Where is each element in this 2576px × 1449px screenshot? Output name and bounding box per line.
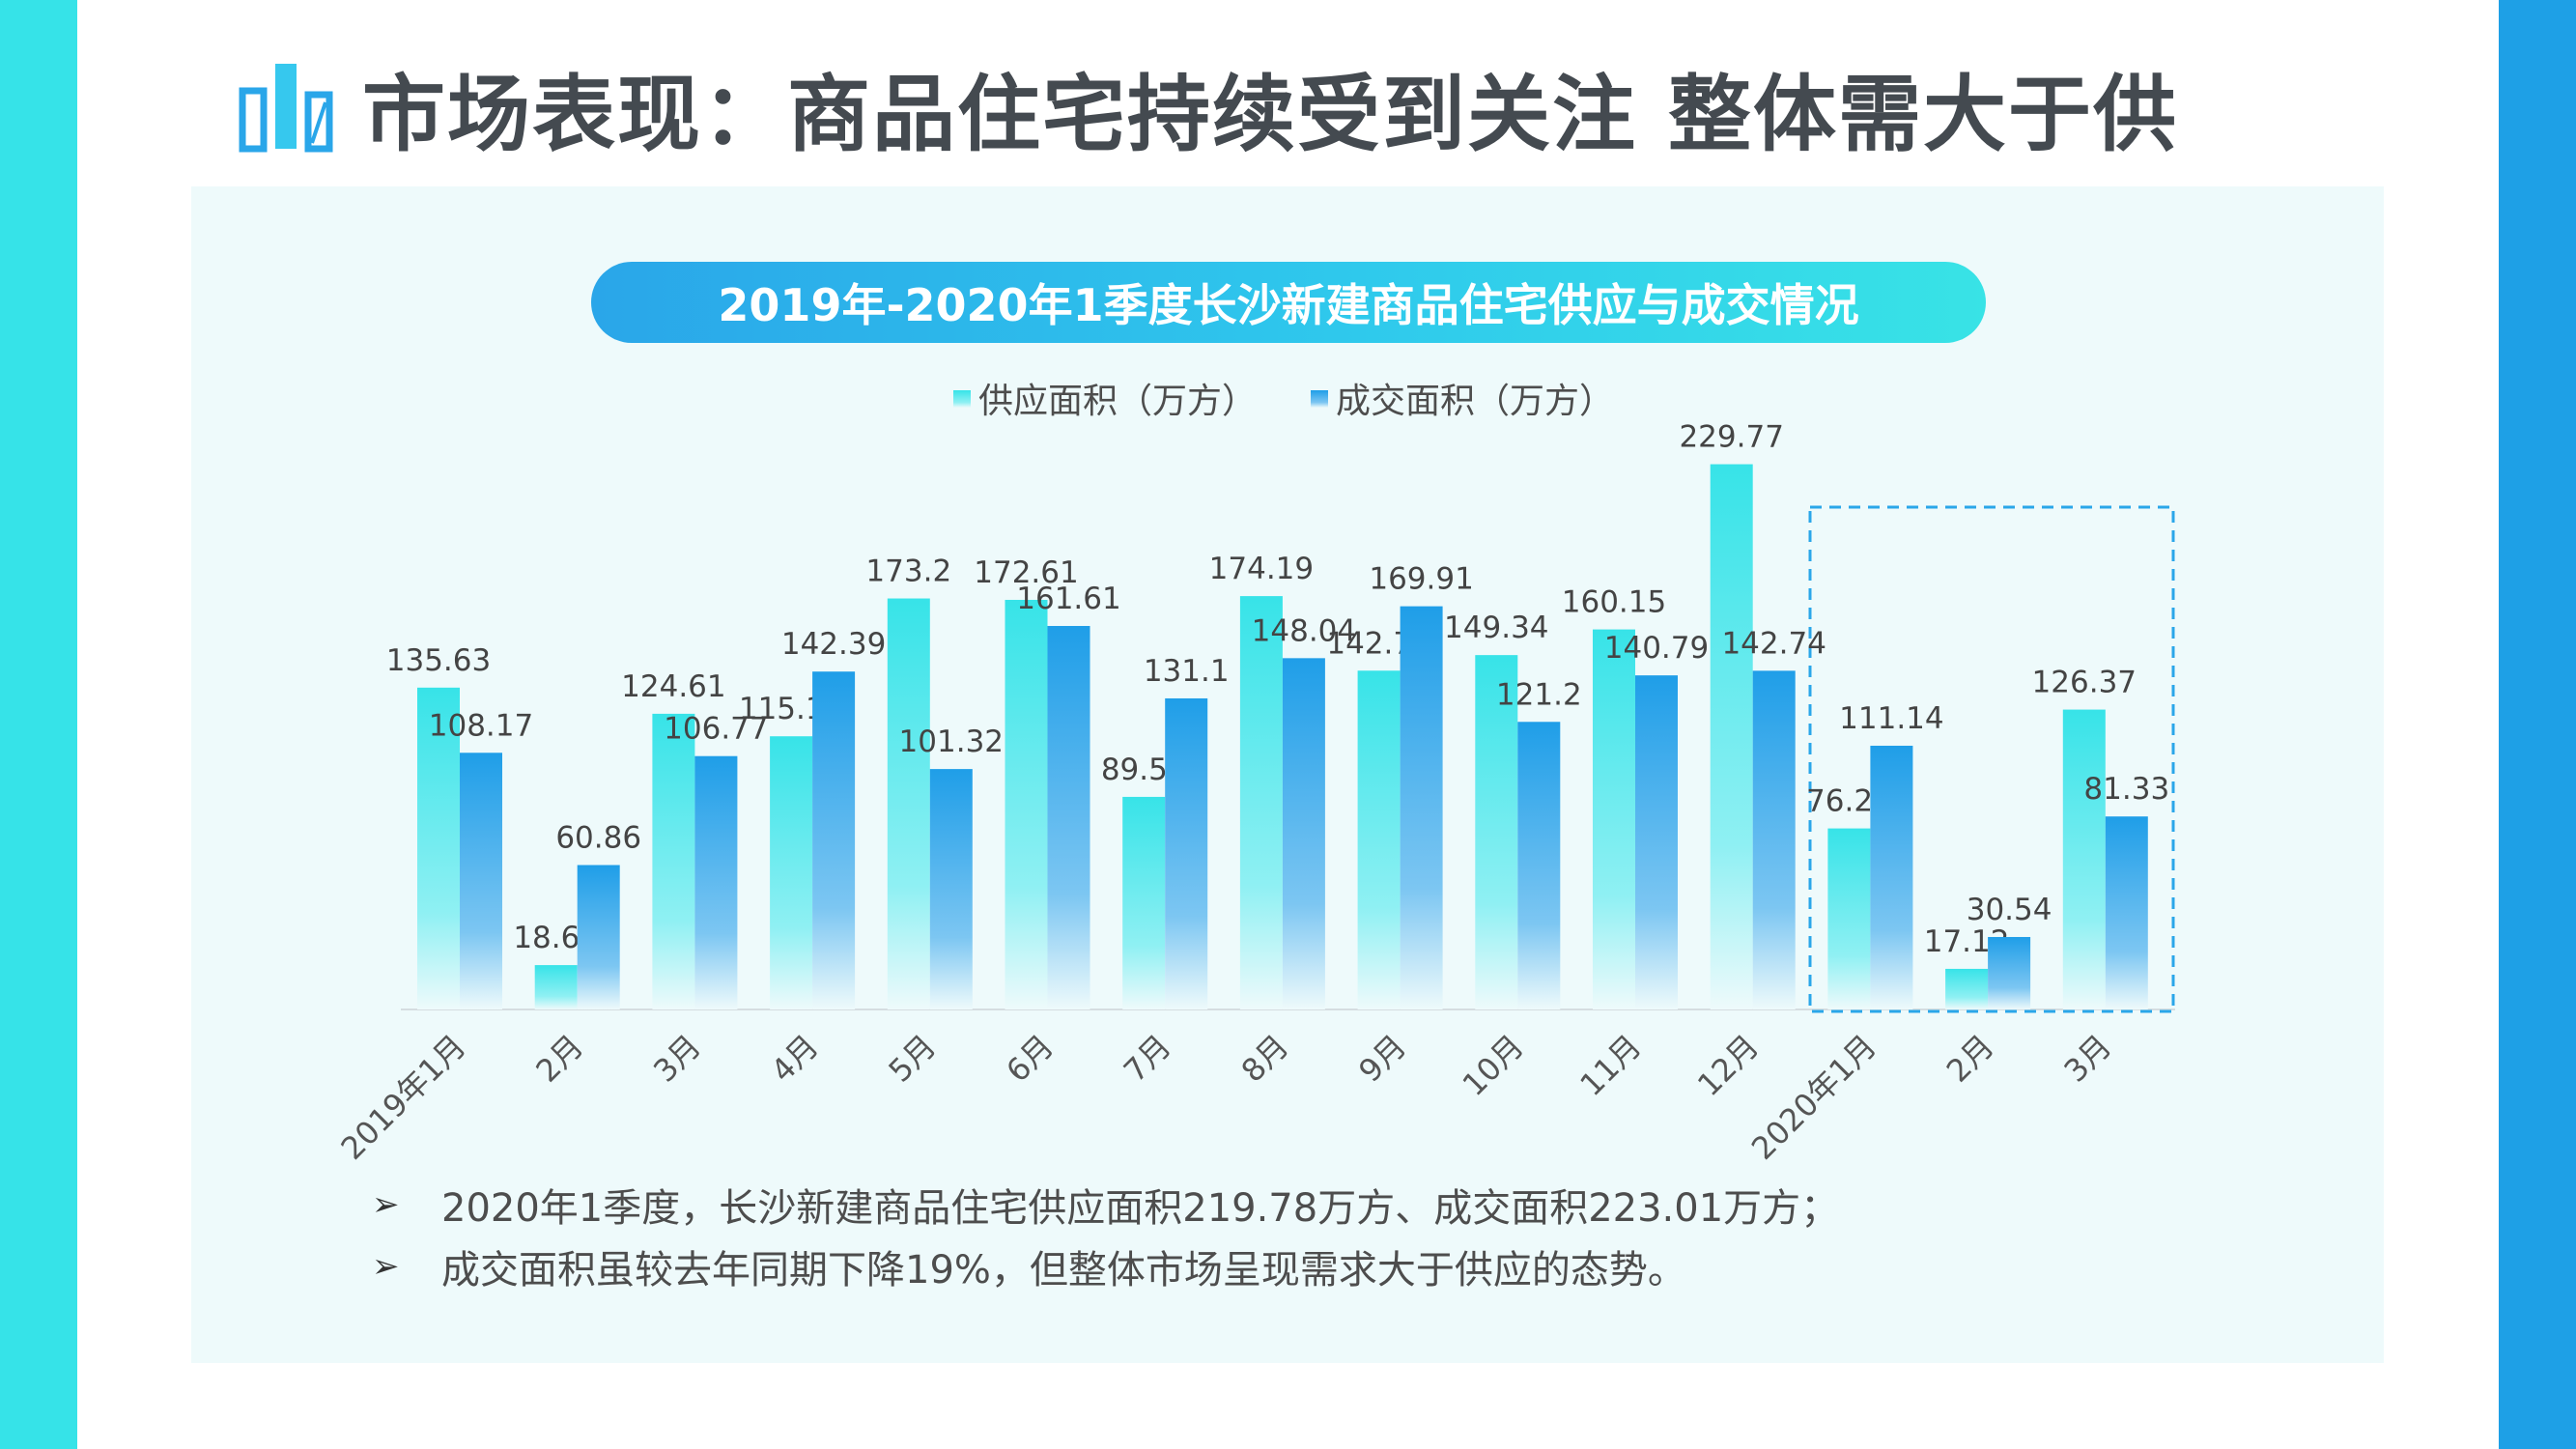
highlight-2020-q1-box bbox=[1808, 505, 2175, 1013]
bar-supply bbox=[1827, 828, 1871, 1009]
data-label-supply: 135.63 bbox=[386, 643, 491, 678]
bar-supply bbox=[1945, 968, 1989, 1009]
x-tick-label: 2月 bbox=[528, 1028, 590, 1090]
data-label-deal: 106.77 bbox=[664, 712, 768, 747]
data-label-supply: 173.2 bbox=[865, 554, 951, 589]
page-header: 市场表现：商品住宅持续受到关注 整体需大于供 bbox=[237, 48, 2178, 164]
data-label-supply: 149.34 bbox=[1444, 611, 1548, 645]
x-tick-label: 7月 bbox=[1117, 1028, 1178, 1090]
bar-supply bbox=[534, 965, 578, 1009]
data-label-deal: 169.91 bbox=[1369, 562, 1473, 597]
x-tick-label: 12月 bbox=[1690, 1028, 1766, 1103]
bar-supply bbox=[1475, 655, 1518, 1009]
data-label-supply: 160.15 bbox=[1562, 585, 1666, 620]
x-tick-label: 2020年1月 bbox=[1744, 1028, 1883, 1167]
data-label-deal: 30.54 bbox=[1967, 893, 2052, 927]
bars-group: 135.63108.1718.6960.86124.61106.77115.12… bbox=[386, 420, 2169, 1009]
bar-deal bbox=[1282, 658, 1325, 1009]
bar-supply bbox=[1357, 670, 1401, 1009]
legend-label-supply: 供应面积（万方） bbox=[978, 382, 1257, 421]
data-label-deal: 131.1 bbox=[1144, 654, 1230, 689]
bar-supply bbox=[1239, 596, 1283, 1009]
note-text: 成交面积虽较去年同期下降19%，但整体市场呈现需求大于供应的态势。 bbox=[441, 1248, 1686, 1293]
notes-list: ➢ 2020年1季度，长沙新建商品住宅供应面积219.78万方、成交面积223.… bbox=[372, 1174, 1839, 1297]
bar-deal bbox=[2105, 816, 2148, 1009]
data-label-supply: 229.77 bbox=[1679, 420, 1783, 455]
bar-supply bbox=[1710, 464, 1753, 1009]
bar-deal bbox=[1752, 670, 1796, 1009]
arrow-bullet-icon: ➢ bbox=[372, 1247, 400, 1286]
x-tick-label: 8月 bbox=[1234, 1028, 1296, 1090]
bar-deal bbox=[1635, 675, 1678, 1009]
data-label-deal: 142.74 bbox=[1721, 626, 1826, 661]
page-title: 市场表现：商品住宅持续受到关注 整体需大于供 bbox=[362, 66, 2178, 163]
bar-deal bbox=[1047, 626, 1090, 1009]
legend-swatch-supply bbox=[953, 390, 971, 408]
bar-deal bbox=[577, 865, 620, 1009]
bar-supply bbox=[770, 736, 813, 1009]
bar-supply bbox=[887, 598, 930, 1009]
bar-supply bbox=[1593, 629, 1635, 1009]
chart-legend: 供应面积（万方） 成交面积（万方） bbox=[953, 382, 1614, 421]
data-label-deal: 101.32 bbox=[899, 724, 1004, 759]
x-tick-label: 2019年1月 bbox=[334, 1028, 473, 1167]
data-label-deal: 148.04 bbox=[1252, 613, 1356, 648]
chart-title: 2019年-2020年1季度长沙新建商品住宅供应与成交情况 bbox=[591, 262, 1986, 343]
bar-supply bbox=[652, 713, 695, 1009]
x-tick-label: 5月 bbox=[882, 1028, 944, 1090]
data-label-supply: 126.37 bbox=[2032, 666, 2137, 700]
left-accent-stripe bbox=[0, 0, 77, 1449]
data-label-supply: 172.61 bbox=[974, 555, 1078, 590]
bar-supply bbox=[2062, 709, 2106, 1009]
data-label-deal: 140.79 bbox=[1604, 631, 1709, 666]
bar-supply bbox=[1122, 796, 1166, 1009]
data-label-deal: 161.61 bbox=[1016, 582, 1120, 616]
data-label-deal: 121.2 bbox=[1496, 677, 1582, 712]
data-label-deal: 81.33 bbox=[2083, 772, 2169, 807]
bar-deal bbox=[1517, 722, 1561, 1009]
x-tick-label: 11月 bbox=[1572, 1028, 1648, 1103]
note-item: ➢ 成交面积虽较去年同期下降19%，但整体市场呈现需求大于供应的态势。 bbox=[372, 1236, 1839, 1297]
data-label-deal: 111.14 bbox=[1839, 701, 1943, 736]
x-tick-label: 10月 bbox=[1456, 1028, 1531, 1103]
x-tick-label: 6月 bbox=[999, 1028, 1061, 1090]
data-label-supply: 124.61 bbox=[621, 669, 725, 704]
x-tick-label: 9月 bbox=[1351, 1028, 1413, 1090]
data-label-deal: 108.17 bbox=[429, 708, 533, 743]
right-accent-stripe bbox=[2499, 0, 2576, 1449]
bar-deal bbox=[1870, 745, 1913, 1009]
bar-chart-icon bbox=[239, 64, 333, 153]
note-text: 2020年1季度，长沙新建商品住宅供应面积219.78万方、成交面积223.01… bbox=[441, 1186, 1840, 1231]
x-tick-label: 3月 bbox=[2057, 1028, 2119, 1090]
bar-deal bbox=[929, 769, 973, 1009]
bar-supply bbox=[1005, 599, 1048, 1009]
bar-deal bbox=[1400, 606, 1443, 1009]
legend-label-deal: 成交面积（万方） bbox=[1336, 382, 1614, 421]
bar-supply bbox=[417, 687, 460, 1009]
bar-deal bbox=[694, 755, 738, 1009]
bar-deal bbox=[460, 753, 502, 1009]
legend-swatch-deal bbox=[1311, 390, 1328, 408]
x-tick-label: 4月 bbox=[764, 1028, 826, 1090]
note-item: ➢ 2020年1季度，长沙新建商品住宅供应面积219.78万方、成交面积223.… bbox=[372, 1174, 1839, 1236]
x-tick-label: 2月 bbox=[1939, 1028, 2001, 1090]
data-label-deal: 142.39 bbox=[781, 627, 886, 662]
data-label-deal: 60.86 bbox=[555, 820, 641, 855]
arrow-bullet-icon: ➢ bbox=[372, 1185, 400, 1224]
x-tick-label: 3月 bbox=[646, 1028, 708, 1090]
bar-deal bbox=[1988, 936, 2031, 1009]
bar-deal bbox=[1165, 697, 1208, 1009]
bar-deal bbox=[812, 671, 856, 1009]
data-label-supply: 174.19 bbox=[1209, 552, 1314, 586]
